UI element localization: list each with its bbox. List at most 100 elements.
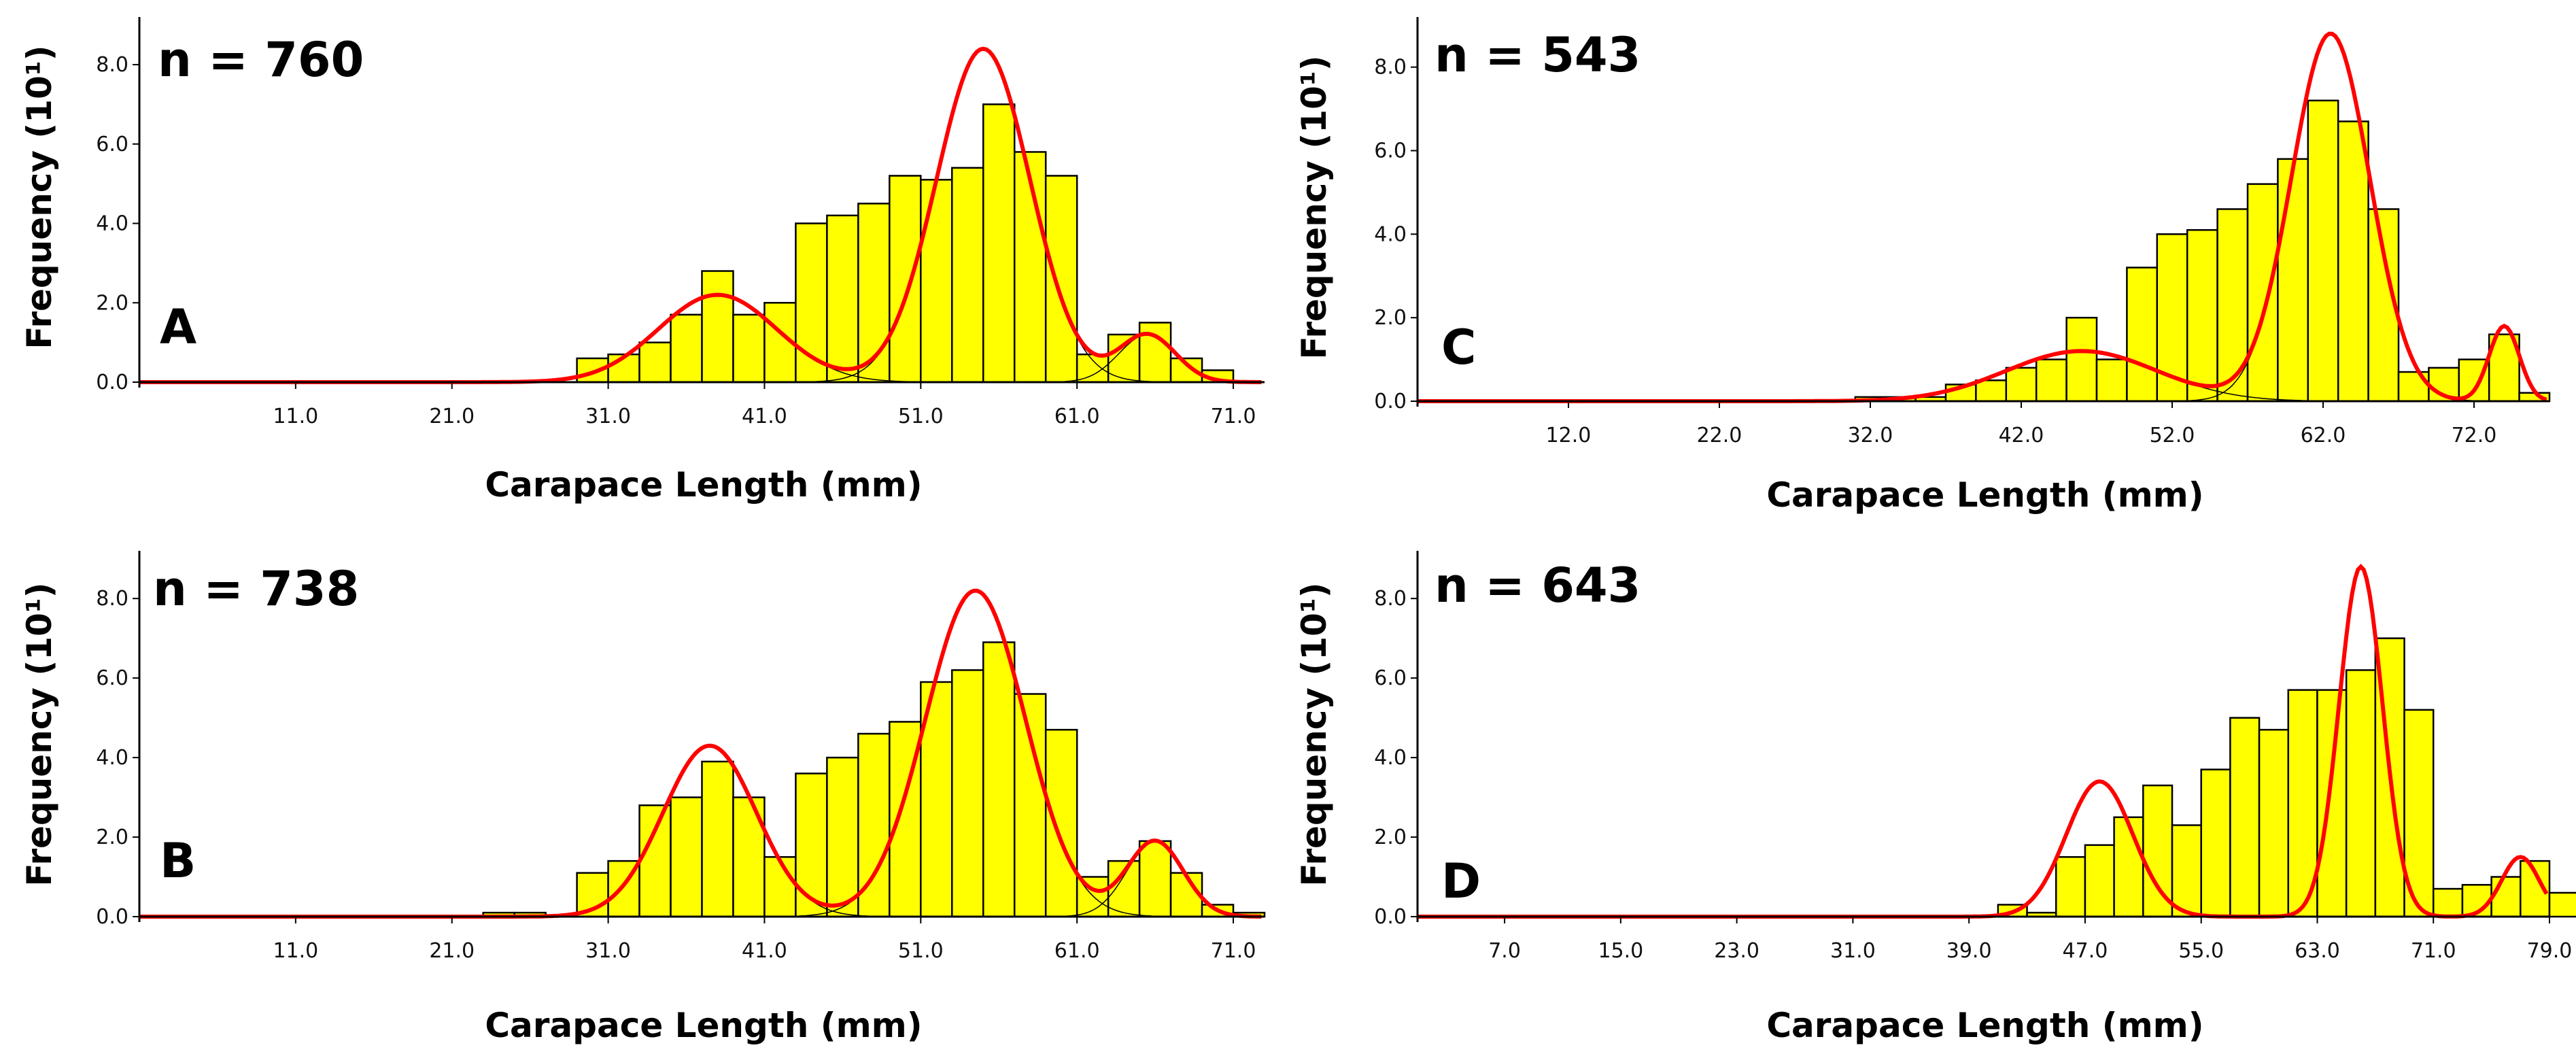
panel-d-x-tick-label-7: 63.0 bbox=[2295, 939, 2340, 963]
panel-d-x-axis-title: Carapace Length (mm) bbox=[1766, 1006, 2203, 1045]
panel-a-bars bbox=[576, 103, 1235, 384]
panel-c-x-tick-label-1: 22.0 bbox=[1697, 424, 1742, 447]
panel-d-bar-15 bbox=[2432, 887, 2464, 918]
panel-c-bars bbox=[1854, 99, 2551, 403]
panel-d-bar-12 bbox=[2345, 669, 2377, 918]
panel-b-bar-8 bbox=[763, 856, 797, 918]
panel-c-x-tick-label-6: 72.0 bbox=[2452, 424, 2497, 447]
panel-c: 12.0 22.0 32.0 42.0 52.0 62.0 72.0 0.0 2.0 4.0 6.… bbox=[1294, 17, 2551, 515]
panel-d-x-tick-label-0: 7.0 bbox=[1488, 939, 1521, 963]
panel-c-x-tick-label-2: 32.0 bbox=[1848, 424, 1893, 447]
panel-c-bar-15 bbox=[2307, 99, 2339, 403]
panel-c-bar-9 bbox=[2126, 267, 2159, 403]
panel-c-bar-12 bbox=[2216, 208, 2249, 403]
panel-c-y-tick-label-4: 8.0 bbox=[1374, 56, 1407, 80]
panel-b-y-tick-label-1: 2.0 bbox=[96, 826, 128, 849]
panel-b-sample-size: n = 738 bbox=[153, 561, 359, 617]
panel-a-y-tick-label-0: 0.0 bbox=[96, 371, 128, 394]
panel-b-y-tick-label-2: 4.0 bbox=[96, 746, 128, 770]
panel-a-bar-18 bbox=[1138, 322, 1172, 384]
panel-d-bar-6 bbox=[2171, 824, 2202, 918]
panel-d-letter: D bbox=[1441, 853, 1481, 909]
panel-d-bar-10 bbox=[2287, 689, 2318, 918]
panel-c-y-tick-label-2: 4.0 bbox=[1374, 222, 1407, 246]
panel-c-bar-8 bbox=[2095, 358, 2128, 403]
panel-b-x-tick-label-4: 51.0 bbox=[898, 939, 944, 963]
panel-d-x-tick-label-6: 55.0 bbox=[2178, 939, 2224, 963]
panel-a-bar-14 bbox=[1013, 151, 1047, 384]
panel-a-letter: A bbox=[160, 299, 196, 355]
panel-a-x-tick-label-3: 41.0 bbox=[742, 405, 787, 428]
panel-b-bar-6 bbox=[701, 760, 734, 918]
panel-d-x-tick-label-3: 31.0 bbox=[1830, 939, 1876, 963]
panel-b-bar-20 bbox=[1138, 840, 1172, 918]
panel-d-x-tick-label-2: 23.0 bbox=[1714, 939, 1759, 963]
panel-a-y-ticks: 0.0 2.0 4.0 6.0 8.0 bbox=[96, 53, 139, 394]
panel-a-y-axis-title: Frequency (10¹) bbox=[20, 45, 59, 349]
panel-d: 7.0 15.0 23.0 31.0 39.0 47.0 55.0 63.0 71.0 79.0 … bbox=[1294, 551, 2576, 1045]
panel-b-x-tick-label-2: 31.0 bbox=[585, 939, 631, 963]
panel-d-sample-size: n = 643 bbox=[1435, 558, 1641, 613]
panel-d-bar-8 bbox=[2229, 717, 2261, 918]
panel-d-bar-19 bbox=[2548, 891, 2576, 918]
panel-a-x-tick-label-2: 31.0 bbox=[585, 405, 631, 428]
panel-b: 11.0 21.0 31.0 41.0 51.0 61.0 71.0 0.0 2.0 4.0 6.… bbox=[20, 551, 1266, 1045]
panel-c-x-axis-title: Carapace Length (mm) bbox=[1766, 475, 2203, 515]
panel-c-x-tick-label-0: 12.0 bbox=[1546, 424, 1592, 447]
panel-c-bar-11 bbox=[2186, 228, 2218, 403]
panel-a-bar-5 bbox=[732, 313, 766, 384]
panel-b-bar-14 bbox=[951, 669, 984, 918]
panel-c-letter: C bbox=[1441, 320, 1476, 375]
panel-d-x-tick-label-8: 71.0 bbox=[2411, 939, 2456, 963]
panel-a-x-axis-title: Carapace Length (mm) bbox=[485, 465, 922, 505]
panel-a-bar-11 bbox=[920, 179, 953, 384]
panel-d-y-tick-label-2: 4.0 bbox=[1374, 746, 1407, 770]
panel-c-x-tick-label-4: 52.0 bbox=[2150, 424, 2195, 447]
panel-a-y-tick-label-1: 2.0 bbox=[96, 291, 128, 315]
panel-a-y-tick-label-4: 8.0 bbox=[96, 53, 128, 77]
panel-b-bar-5 bbox=[670, 796, 703, 918]
panel-c-bar-5 bbox=[2005, 367, 2038, 403]
panel-b-bar-15 bbox=[982, 641, 1016, 918]
panel-a-bar-9 bbox=[857, 203, 891, 384]
panel-b-y-axis-title: Frequency (10¹) bbox=[20, 582, 59, 886]
panel-d-bar-7 bbox=[2200, 768, 2231, 918]
panel-a-x-tick-label-0: 11.0 bbox=[273, 405, 318, 428]
panel-b-y-tick-label-4: 8.0 bbox=[96, 587, 128, 611]
panel-b-bar-4 bbox=[638, 804, 672, 918]
panel-d-bar-11 bbox=[2316, 689, 2348, 918]
panel-b-y-tick-label-0: 0.0 bbox=[96, 905, 128, 929]
panel-c-x-ticks: 12.0 22.0 32.0 42.0 52.0 62.0 72.0 bbox=[1546, 401, 2497, 447]
panel-c-y-axis-title: Frequency (10¹) bbox=[1294, 55, 1334, 359]
panel-a-x-tick-label-1: 21.0 bbox=[429, 405, 475, 428]
panel-a-bar-2 bbox=[638, 341, 672, 384]
panel-a-x-tick-label-4: 51.0 bbox=[898, 405, 944, 428]
panel-d-bar-17 bbox=[2490, 876, 2522, 918]
panel-d-bar-4 bbox=[2113, 816, 2144, 918]
panel-b-bar-10 bbox=[826, 756, 859, 918]
panel-a-bar-8 bbox=[826, 214, 859, 384]
panel-a-sample-size: n = 760 bbox=[158, 32, 364, 88]
panel-a-bar-4 bbox=[701, 270, 734, 384]
panel-c-bar-4 bbox=[1975, 379, 2008, 403]
panel-b-x-tick-label-6: 71.0 bbox=[1211, 939, 1256, 963]
panel-a-x-ticks: 11.0 21.0 31.0 41.0 51.0 61.0 71.0 bbox=[273, 382, 1256, 428]
panel-d-x-tick-label-5: 47.0 bbox=[2063, 939, 2108, 963]
panel-b-bar-17 bbox=[1044, 728, 1078, 918]
panel-b-x-tick-label-0: 11.0 bbox=[273, 939, 318, 963]
panel-c-bar-7 bbox=[2065, 316, 2098, 403]
panel-a-bar-3 bbox=[670, 313, 703, 384]
panel-a-bar-10 bbox=[889, 175, 922, 384]
panel-b-x-axis-title: Carapace Length (mm) bbox=[485, 1006, 922, 1045]
panel-d-bar-3 bbox=[2084, 844, 2115, 918]
panel-c-bar-14 bbox=[2277, 158, 2309, 403]
panel-b-letter: B bbox=[160, 833, 196, 889]
panel-c-y-tick-label-0: 0.0 bbox=[1374, 390, 1407, 413]
panel-b-x-tick-label-3: 41.0 bbox=[742, 939, 787, 963]
panel-d-y-tick-label-3: 6.0 bbox=[1374, 666, 1407, 690]
panel-d-x-tick-label-1: 15.0 bbox=[1598, 939, 1643, 963]
panel-b-bar-9 bbox=[795, 772, 828, 918]
panel-d-y-ticks: 0.0 2.0 4.0 6.0 8.0 bbox=[1374, 587, 1418, 929]
panel-b-x-tick-label-5: 61.0 bbox=[1054, 939, 1100, 963]
